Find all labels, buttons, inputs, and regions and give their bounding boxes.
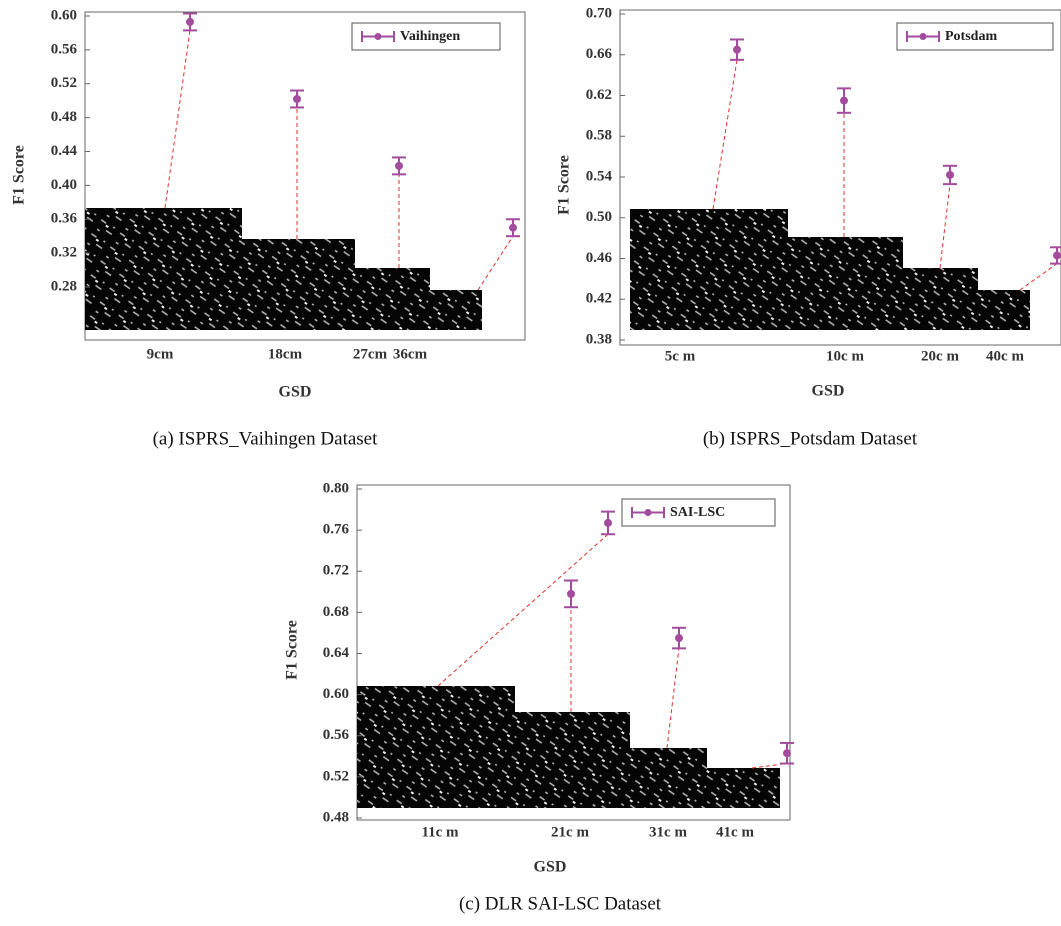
y-tick-label: 0.66 xyxy=(586,46,613,62)
point xyxy=(783,749,791,758)
point xyxy=(1053,251,1061,260)
sample-image xyxy=(978,290,1030,330)
legend-label: Potsdam xyxy=(945,29,997,44)
leader-line xyxy=(712,59,738,210)
x-tick-label: 40c m xyxy=(986,348,1024,364)
y-axis-label: F1 Score xyxy=(556,155,573,215)
y-tick-label: 0.58 xyxy=(586,128,612,144)
point xyxy=(395,161,403,170)
y-tick-label: 0.70 xyxy=(586,5,612,21)
y-tick-label: 0.50 xyxy=(586,209,612,225)
x-tick-label: 36cm xyxy=(393,346,428,362)
caption: (c) DLR SAI-LSC Dataset xyxy=(459,893,662,914)
y-axis-label: F1 Score xyxy=(11,145,28,205)
sample-image xyxy=(355,268,430,330)
legend: SAI-LSC xyxy=(621,498,776,527)
x-tick-label: 9cm xyxy=(147,346,174,362)
sample-image xyxy=(515,712,630,808)
sample-image xyxy=(430,290,482,330)
x-axis-label: GSD xyxy=(534,859,567,876)
x-tick-label: 31c m xyxy=(649,824,687,840)
x-tick-label: 18cm xyxy=(268,346,303,362)
x-axis-label: GSD xyxy=(812,383,845,400)
y-tick-label: 0.54 xyxy=(586,168,613,184)
point xyxy=(567,589,575,598)
point xyxy=(604,518,612,527)
x-tick-label: 21c m xyxy=(551,824,589,840)
y-tick-label: 0.60 xyxy=(51,7,77,23)
y-tick-label: 0.52 xyxy=(51,75,77,91)
sample-image xyxy=(707,768,780,808)
y-tick-label: 0.56 xyxy=(51,41,78,57)
y-tick-label: 0.64 xyxy=(323,645,350,661)
x-tick-label: 41c m xyxy=(716,824,754,840)
y-tick-label: 0.42 xyxy=(586,291,612,307)
caption: (b) ISPRS_Potsdam Dataset xyxy=(703,428,918,449)
chart: 0.48 0.52 0.56 0.60 0.64 0.68 0.72 0.76 0.80 F1 S… xyxy=(284,480,794,914)
legend-dot xyxy=(644,509,652,516)
sample-image xyxy=(630,748,707,808)
x-tick-label: 27cm xyxy=(353,346,388,362)
sample-image xyxy=(788,237,903,330)
legend-dot xyxy=(374,33,382,40)
legend-dot xyxy=(919,33,927,40)
legend: Potsdam xyxy=(896,22,1054,51)
y-tick-label: 0.60 xyxy=(323,686,349,702)
sample-image xyxy=(85,208,242,330)
point xyxy=(509,223,517,232)
plot-frame xyxy=(84,11,526,341)
x-tick-label: 11c m xyxy=(421,824,459,840)
point xyxy=(946,170,954,179)
sample-image xyxy=(242,239,355,330)
legend-label: Vaihingen xyxy=(400,29,460,44)
y-tick-label: 0.52 xyxy=(323,768,349,784)
leader-line xyxy=(1019,263,1058,291)
y-tick-label: 0.38 xyxy=(586,331,612,347)
sample-image xyxy=(630,209,788,330)
y-tick-label: 0.68 xyxy=(323,604,349,620)
point xyxy=(675,634,683,643)
y-tick-label: 0.62 xyxy=(586,87,612,103)
y-tick-label: 0.48 xyxy=(51,109,77,125)
leader-line xyxy=(437,533,609,687)
sample-image xyxy=(357,686,515,808)
legend-label: SAI-LSC xyxy=(670,505,725,520)
leader-line xyxy=(939,184,951,269)
x-tick-label: 20c m xyxy=(921,348,959,364)
y-tick-label: 0.76 xyxy=(323,522,350,538)
plot-frame xyxy=(356,484,791,821)
y-tick-label: 0.48 xyxy=(323,809,349,825)
chart: 0.28 0.32 0.36 0.40 0.44 0.48 0.52 0.56 0.60 F1 S… xyxy=(11,7,526,449)
point xyxy=(186,17,194,26)
y-tick-label: 0.72 xyxy=(323,563,349,579)
x-tick-label: 10c m xyxy=(826,348,864,364)
y-axis-label: F1 Score xyxy=(284,620,301,680)
y-tick-label: 0.28 xyxy=(51,278,77,294)
x-tick-label: 5c m xyxy=(665,348,696,364)
point xyxy=(733,45,741,54)
point xyxy=(840,96,848,105)
leader-line xyxy=(164,30,191,209)
leader-line xyxy=(666,648,680,749)
caption: (a) ISPRS_Vaihingen Dataset xyxy=(153,428,379,449)
y-tick-label: 0.40 xyxy=(51,177,77,193)
chart: 0.38 0.42 0.46 0.50 0.54 0.58 0.62 0.66 0.70 F1 S… xyxy=(556,5,1061,449)
y-tick-label: 0.32 xyxy=(51,245,77,261)
point xyxy=(293,94,301,103)
sample-image xyxy=(903,268,978,330)
y-tick-label: 0.46 xyxy=(586,250,613,266)
y-tick-label: 0.80 xyxy=(323,480,349,496)
legend: Vaihingen xyxy=(351,22,501,51)
leader-line xyxy=(477,235,514,291)
y-tick-label: 0.44 xyxy=(51,143,78,159)
x-axis-label: GSD xyxy=(279,384,312,401)
y-tick-label: 0.36 xyxy=(51,211,78,227)
y-tick-label: 0.56 xyxy=(323,727,350,743)
